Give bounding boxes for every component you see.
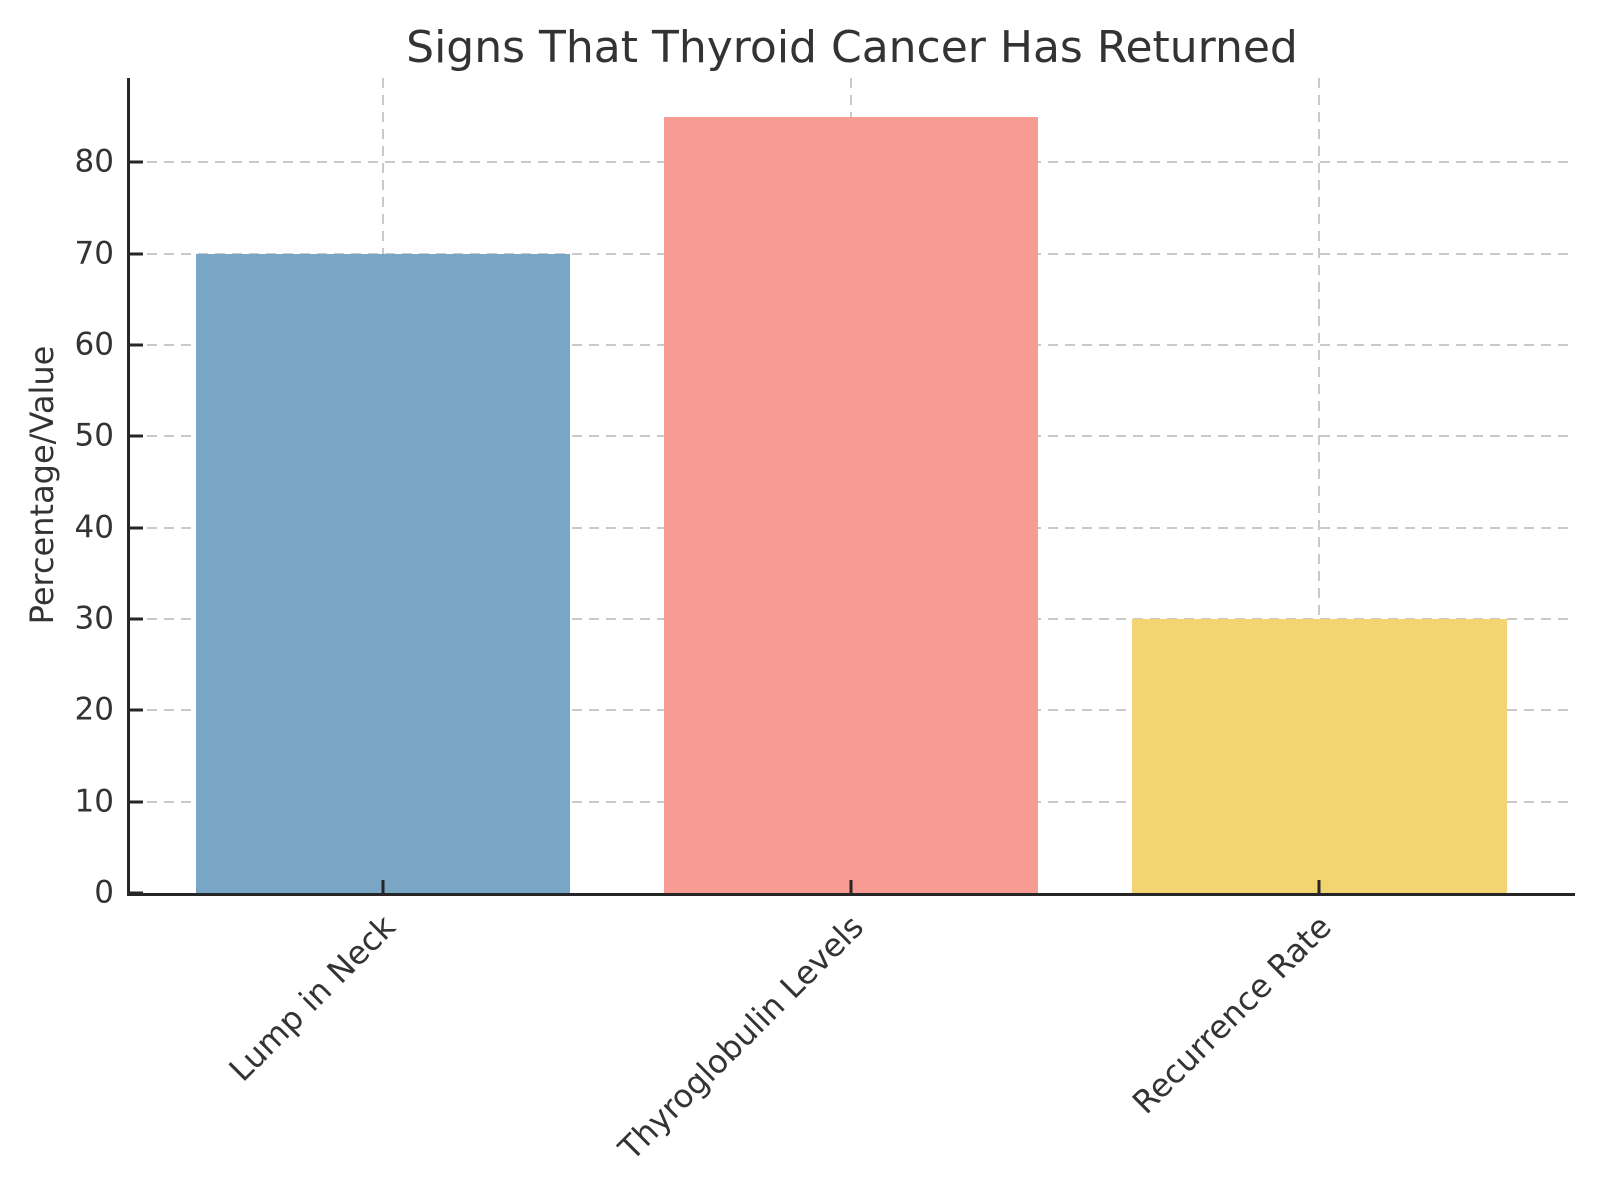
bar-category-cell <box>617 78 1085 893</box>
bar-category-cell <box>1085 78 1553 893</box>
y-tick-mark <box>130 252 143 256</box>
y-tick-label: 20 <box>74 691 114 728</box>
y-tick-mark <box>130 160 143 164</box>
y-tick-label: 30 <box>74 600 114 637</box>
y-tick-mark <box>130 891 143 895</box>
vertical-gridline <box>1318 78 1321 893</box>
y-tick-mark <box>130 617 143 621</box>
y-tick-label: 60 <box>74 326 114 363</box>
y-tick-label: 0 <box>94 874 114 911</box>
x-tick-label: Thyroglobulin Levels <box>610 907 871 1168</box>
x-tick-mark <box>381 880 385 893</box>
bars-layer <box>149 78 1554 893</box>
y-tick-mark <box>130 526 143 530</box>
chart-title: Signs That Thyroid Cancer Has Returned <box>406 22 1298 73</box>
y-axis-label: Percentage/Value <box>23 345 61 625</box>
plot-area: 0 10 20 30 40 50 60 70 80 Lump in Neck Thyroglobul… <box>75 78 1575 1167</box>
bar <box>195 253 571 893</box>
y-tick-label: 70 <box>74 235 114 272</box>
y-tick-mark <box>130 800 143 804</box>
y-tick-label: 10 <box>74 783 114 820</box>
y-tick-mark <box>130 434 143 438</box>
x-tick-mark <box>849 880 853 893</box>
bar-category-cell <box>149 78 617 893</box>
y-tick-mark <box>130 343 143 347</box>
bar <box>663 116 1039 893</box>
y-tick-mark <box>130 708 143 712</box>
bar <box>1131 619 1507 893</box>
y-tick-label: 80 <box>74 143 114 180</box>
x-tick-label: Recurrence Rate <box>1125 907 1339 1122</box>
y-tick-label: 40 <box>74 509 114 546</box>
x-tick-mark <box>1317 880 1321 893</box>
y-tick-label: 50 <box>74 417 114 454</box>
x-tick-label: Lump in Neck <box>221 907 403 1089</box>
